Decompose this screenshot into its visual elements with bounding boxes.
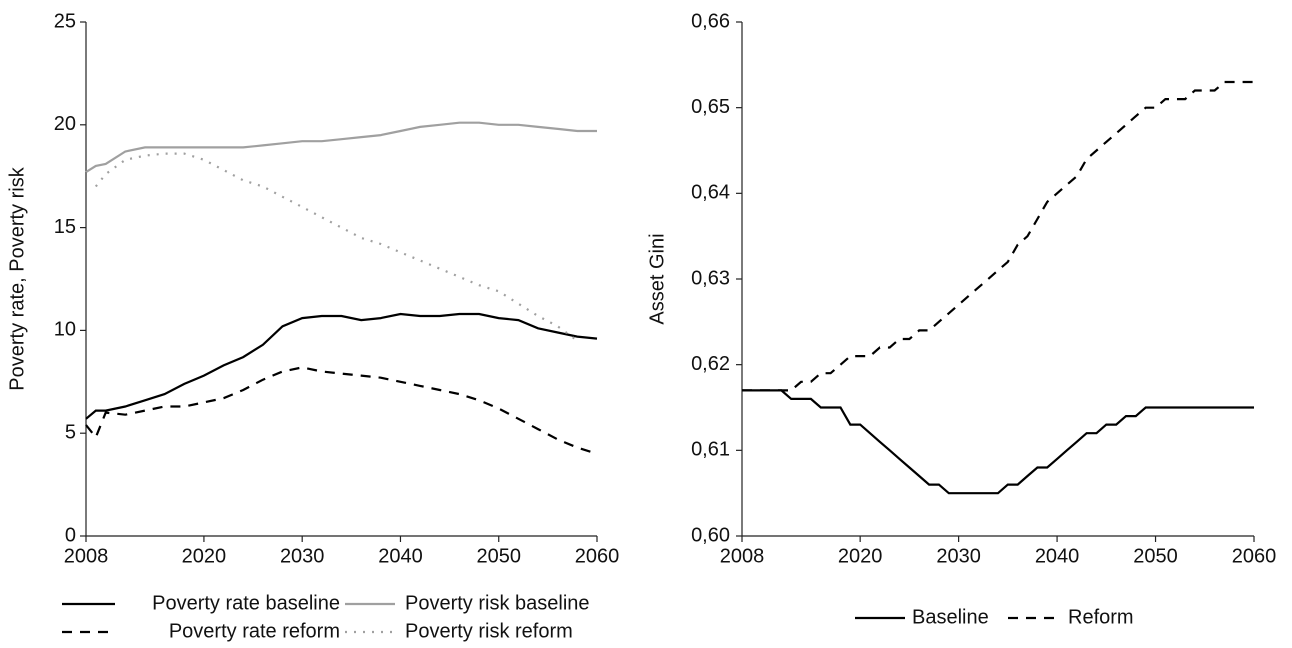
y-axis-label: Asset Gini — [646, 233, 668, 324]
y-tick-label: 0,60 — [691, 524, 730, 546]
y-tick-label: 0,64 — [691, 182, 730, 204]
y-tick-label: 20 — [54, 113, 76, 135]
y-tick-label: 0,66 — [691, 10, 730, 32]
series-line — [85, 366, 598, 455]
series-line — [742, 389, 1254, 495]
y-tick-label: 5 — [65, 421, 76, 443]
legend-label: Reform — [1068, 606, 1134, 628]
legend-label: Poverty risk reform — [405, 620, 573, 642]
axes — [85, 22, 597, 537]
y-tick-label: 25 — [54, 10, 76, 32]
x-tick-label: 2008 — [64, 545, 109, 567]
x-tick-label: 2040 — [378, 545, 423, 567]
x-tick-label: 2060 — [575, 545, 620, 567]
x-tick-label: 2008 — [720, 545, 765, 567]
legend-label: Poverty rate baseline — [152, 592, 340, 614]
series-line — [94, 152, 578, 342]
legend-label: Baseline — [912, 606, 989, 628]
series-line — [85, 121, 597, 174]
legend-label: Poverty rate reform — [169, 620, 340, 642]
x-tick-label: 2050 — [476, 545, 521, 567]
y-tick-label: 15 — [54, 216, 76, 238]
x-tick-label: 2020 — [182, 545, 227, 567]
y-tick-label: 0,62 — [691, 353, 730, 375]
x-tick-label: 2030 — [936, 545, 981, 567]
legend-label: Poverty risk baseline — [405, 592, 590, 614]
y-tick-label: 0,61 — [691, 439, 730, 461]
x-tick-label: 2060 — [1232, 545, 1277, 567]
x-tick-label: 2020 — [838, 545, 883, 567]
y-tick-label: 10 — [54, 319, 76, 341]
y-tick-label: 0 — [65, 524, 76, 546]
x-tick-label: 2040 — [1035, 545, 1080, 567]
x-tick-label: 2030 — [280, 545, 325, 567]
x-tick-label: 2050 — [1133, 545, 1178, 567]
series-line — [85, 312, 598, 420]
y-axis-label: Poverty rate, Poverty risk — [6, 166, 28, 390]
series-line — [742, 80, 1254, 392]
y-tick-label: 0,65 — [691, 96, 730, 118]
y-tick-label: 0,63 — [691, 267, 730, 289]
